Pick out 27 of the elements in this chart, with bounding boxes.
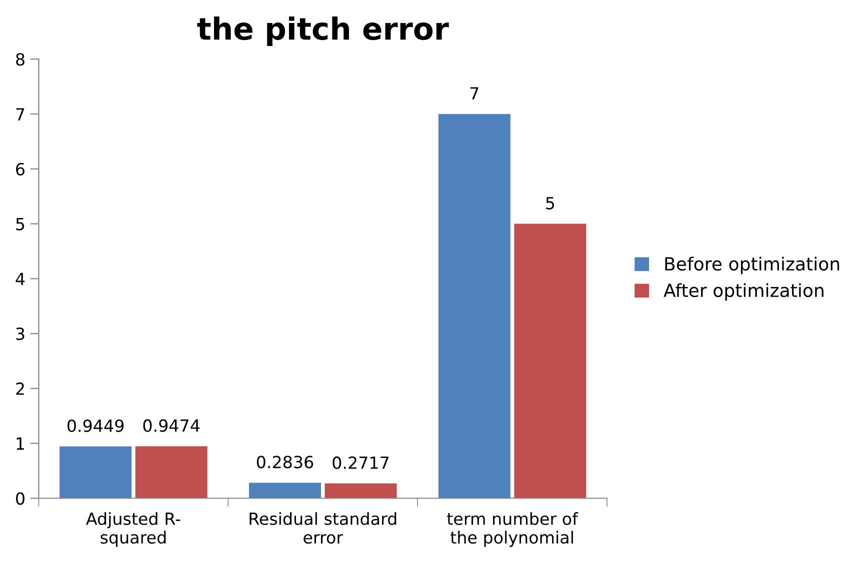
y-tick-label: 5 <box>16 218 24 230</box>
y-tick-label: 0 <box>16 492 24 505</box>
data-label: 5 <box>546 197 554 210</box>
data-label: 0.9474 <box>143 419 200 432</box>
x-tick-label: Adjusted R- squared <box>86 512 180 547</box>
x-tick-label: term number of the polynomial <box>447 512 578 547</box>
y-tick-label: 7 <box>16 108 24 120</box>
legend-label: Before optimization <box>665 256 840 274</box>
y-tick-label: 4 <box>16 272 25 286</box>
data-label: 0.2717 <box>332 456 388 469</box>
bar <box>135 446 208 498</box>
y-tick-label: 6 <box>16 162 24 176</box>
bar <box>514 224 586 498</box>
y-tick-label: 3 <box>16 328 24 340</box>
y-tick-label: 1 <box>16 438 24 450</box>
data-label: 0.9449 <box>68 419 124 432</box>
data-label: 0.2836 <box>256 456 314 468</box>
bar <box>324 483 397 498</box>
data-label: 7 <box>470 87 478 100</box>
chart-title: the pitch error <box>197 16 449 46</box>
y-tick-label: 8 <box>16 53 24 66</box>
legend-label: After optimization <box>664 283 824 301</box>
bar <box>60 446 132 498</box>
bar <box>438 114 510 498</box>
x-tick-label: Residual standard error <box>250 512 396 544</box>
y-tick-label: 2 <box>16 382 24 395</box>
bar <box>249 482 321 498</box>
